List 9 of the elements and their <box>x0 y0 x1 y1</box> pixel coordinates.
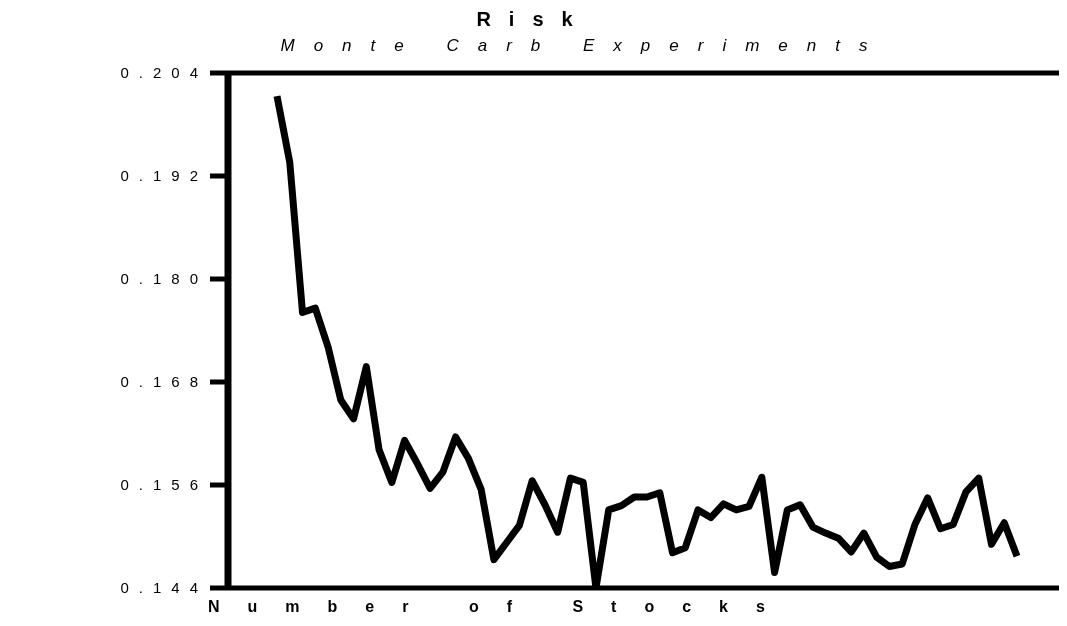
y-tick-label: 0.180 <box>120 270 208 288</box>
y-tick-label: 0.168 <box>120 373 208 391</box>
y-tick-label: 0.204 <box>120 64 208 82</box>
y-tick-label: 0.156 <box>120 476 208 494</box>
y-tick-label: 0.144 <box>120 579 208 597</box>
chart-subtitle: Monte Carb Experiments <box>279 36 888 56</box>
chart-title: Risk <box>475 8 592 31</box>
x-axis-title: Number of Stocks <box>208 598 793 616</box>
y-tick-label: 0.192 <box>120 167 208 185</box>
